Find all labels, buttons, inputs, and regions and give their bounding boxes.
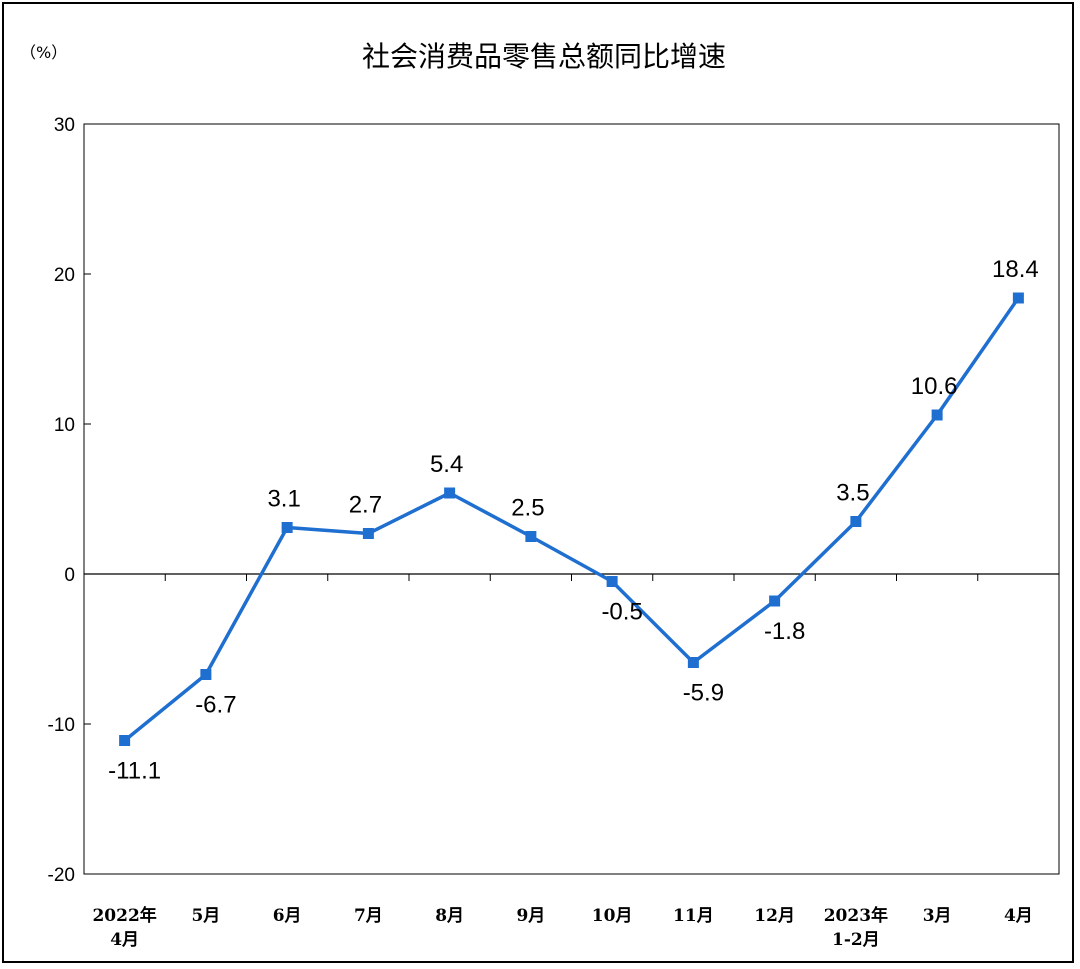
data-point-marker [200, 669, 212, 680]
data-label: 2.7 [349, 492, 382, 519]
y-tick-label: 30 [54, 115, 75, 136]
plot-area [83, 123, 1060, 875]
data-label: -5.9 [683, 680, 724, 707]
x-tick-label: 6月 [273, 906, 302, 926]
x-tick-label: 4月 [1004, 906, 1033, 926]
x-tick-label: 5月 [191, 906, 220, 926]
data-point-marker [931, 409, 943, 421]
x-tick-label: 9月 [516, 906, 545, 926]
data-point-marker [1012, 292, 1024, 304]
data-label: 3.5 [836, 480, 869, 507]
x-tick-label: 12月 [754, 906, 795, 926]
x-tick-label: 7月 [354, 906, 383, 926]
x-tick-label: 2022年 [92, 905, 156, 926]
x-tick-label: 4月 [110, 930, 139, 950]
data-point-marker [281, 522, 293, 533]
data-label: 10.6 [911, 373, 958, 400]
unit-label: （%） [20, 43, 67, 62]
data-point-marker [606, 576, 618, 587]
x-tick-label: 2023年 [824, 905, 888, 926]
series-line [123, 297, 1020, 742]
data-point-marker [525, 531, 537, 542]
y-tick-label: -10 [48, 715, 75, 736]
data-point-marker [850, 516, 862, 527]
y-tick-label: -20 [48, 865, 75, 886]
line-chart: （%） 社会消费品零售总额同比增速 30 20 10 0 -10 -20 2022年 4月 5月… [20, 40, 1060, 950]
data-point-marker [687, 657, 699, 668]
data-label: -11.1 [108, 758, 161, 785]
data-label: 18.4 [992, 256, 1039, 283]
data-label: 3.1 [267, 486, 300, 513]
x-tick-label: 8月 [435, 906, 464, 926]
x-tick-label: 1-2月 [832, 930, 880, 950]
data-point-marker [769, 595, 781, 607]
data-label: 2.5 [511, 495, 544, 522]
x-tick-label: 3月 [923, 906, 952, 926]
x-tick-label: 10月 [592, 906, 633, 926]
data-point-marker [119, 735, 131, 746]
data-label: -6.7 [195, 692, 236, 719]
data-label: 5.4 [430, 451, 463, 478]
data-point-marker [444, 487, 456, 499]
y-tick-label: 10 [54, 415, 75, 436]
data-point-marker [362, 528, 374, 539]
data-label: -0.5 [601, 599, 642, 626]
y-tick-label: 0 [64, 565, 75, 586]
chart-title: 社会消费品零售总额同比增速 [362, 40, 726, 73]
x-tick-label: 11月 [673, 906, 714, 926]
y-tick-label: 20 [54, 265, 75, 286]
data-label: -1.8 [764, 618, 805, 645]
